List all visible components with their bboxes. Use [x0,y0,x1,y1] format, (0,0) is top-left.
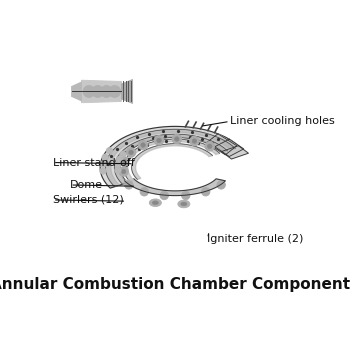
Circle shape [129,150,133,155]
Circle shape [100,168,106,174]
Circle shape [202,188,210,196]
Circle shape [116,156,123,163]
Circle shape [100,161,106,167]
Circle shape [115,162,121,168]
Ellipse shape [181,202,187,206]
Polygon shape [132,144,212,180]
Circle shape [122,159,126,164]
Circle shape [192,139,197,143]
Polygon shape [114,134,228,184]
Circle shape [140,188,148,196]
Circle shape [205,142,215,151]
Polygon shape [222,146,248,159]
Circle shape [106,147,113,154]
Circle shape [83,85,95,97]
Polygon shape [124,139,220,182]
Circle shape [175,137,179,141]
Text: Liner stand-off: Liner stand-off [53,158,134,168]
Ellipse shape [178,200,190,208]
Text: Dome: Dome [70,180,103,190]
Circle shape [157,138,161,143]
Text: Liner cooling holes: Liner cooling holes [230,117,335,126]
Text: Annular Combustion Chamber Components: Annular Combustion Chamber Components [0,277,350,292]
Polygon shape [206,134,237,155]
Ellipse shape [152,201,158,205]
Circle shape [121,169,126,174]
Circle shape [217,181,225,189]
Circle shape [138,140,148,150]
Polygon shape [121,79,133,104]
Circle shape [120,151,126,158]
Circle shape [102,154,108,160]
Polygon shape [100,126,240,188]
Circle shape [108,85,121,97]
Text: Swirlers (12): Swirlers (12) [53,195,124,205]
Circle shape [160,191,168,200]
Circle shape [190,136,199,146]
Polygon shape [125,179,225,196]
Circle shape [100,85,112,97]
Circle shape [208,144,212,148]
Circle shape [119,167,128,176]
Circle shape [154,136,164,145]
Circle shape [125,181,133,189]
Polygon shape [215,139,244,156]
Circle shape [115,167,121,174]
Circle shape [126,148,136,157]
Circle shape [92,85,104,97]
Circle shape [141,143,145,147]
Ellipse shape [149,199,161,206]
Text: Igniter ferrule (2): Igniter ferrule (2) [208,233,304,244]
Polygon shape [105,129,235,187]
Polygon shape [71,82,82,101]
Polygon shape [82,80,121,103]
Circle shape [182,191,190,200]
Circle shape [120,157,129,166]
Circle shape [172,134,182,144]
